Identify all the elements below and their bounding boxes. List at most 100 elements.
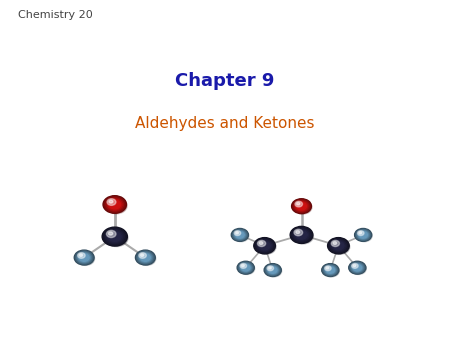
Circle shape [349,261,366,274]
Circle shape [337,245,340,247]
Circle shape [143,256,148,260]
Circle shape [105,230,124,244]
Circle shape [350,262,365,273]
Circle shape [267,266,274,271]
Circle shape [102,227,127,246]
Circle shape [296,231,300,234]
Circle shape [104,197,125,212]
Circle shape [239,234,241,236]
Circle shape [361,233,365,237]
Circle shape [297,232,306,238]
Circle shape [103,196,126,213]
Circle shape [138,252,156,265]
Circle shape [262,244,267,248]
Circle shape [300,205,303,207]
Circle shape [293,200,310,213]
Circle shape [267,266,278,274]
Circle shape [326,267,334,273]
Circle shape [324,265,339,277]
Circle shape [105,230,128,246]
Circle shape [256,240,273,252]
Circle shape [270,268,275,272]
Circle shape [112,202,118,207]
Circle shape [293,228,313,244]
Circle shape [107,231,116,238]
Circle shape [270,268,276,272]
Circle shape [290,226,313,243]
Circle shape [76,251,93,264]
Circle shape [106,198,127,214]
Circle shape [259,242,270,250]
Circle shape [357,230,369,240]
Circle shape [104,228,126,245]
Circle shape [297,202,306,210]
Circle shape [294,201,312,214]
Circle shape [333,242,337,244]
Circle shape [113,235,116,238]
Circle shape [77,252,85,258]
Circle shape [256,240,276,254]
Circle shape [140,254,150,261]
Circle shape [324,266,331,271]
Circle shape [138,252,153,263]
Circle shape [355,228,372,241]
Circle shape [359,232,362,234]
Circle shape [113,203,116,206]
Circle shape [81,255,88,260]
Circle shape [336,244,341,248]
Circle shape [107,199,116,206]
Circle shape [351,263,366,274]
Circle shape [108,199,122,210]
Circle shape [328,268,333,272]
Circle shape [357,230,372,242]
Circle shape [108,232,113,235]
Circle shape [351,263,364,272]
Circle shape [110,201,119,208]
Circle shape [295,201,302,207]
Text: Chapter 9: Chapter 9 [176,72,274,90]
Circle shape [300,234,303,236]
Circle shape [232,229,248,241]
Circle shape [357,231,364,236]
Circle shape [78,253,90,262]
Circle shape [269,267,277,273]
Circle shape [238,233,242,237]
Circle shape [328,238,349,254]
Circle shape [334,243,342,249]
Circle shape [109,200,121,209]
Circle shape [240,264,251,272]
Circle shape [241,264,250,271]
Circle shape [245,267,247,268]
Circle shape [234,231,241,236]
Circle shape [76,252,92,263]
Circle shape [237,261,254,274]
Circle shape [139,253,152,262]
Circle shape [324,265,337,275]
Circle shape [331,240,339,246]
Circle shape [299,204,304,208]
Circle shape [139,252,146,258]
Circle shape [76,252,94,265]
Circle shape [238,262,253,273]
Circle shape [333,242,344,250]
Circle shape [359,232,367,238]
Circle shape [294,230,309,240]
Circle shape [144,257,147,259]
Circle shape [327,268,333,272]
Circle shape [106,198,123,211]
Circle shape [142,255,149,260]
Circle shape [240,263,247,268]
Circle shape [239,263,255,274]
Circle shape [259,242,263,244]
Circle shape [112,234,118,239]
Circle shape [261,243,269,249]
Circle shape [356,229,371,241]
Circle shape [362,234,364,236]
Circle shape [237,233,243,237]
Circle shape [293,228,310,241]
Circle shape [235,232,239,234]
Circle shape [330,240,350,254]
Circle shape [296,231,307,239]
Circle shape [234,231,245,239]
Circle shape [360,233,366,237]
